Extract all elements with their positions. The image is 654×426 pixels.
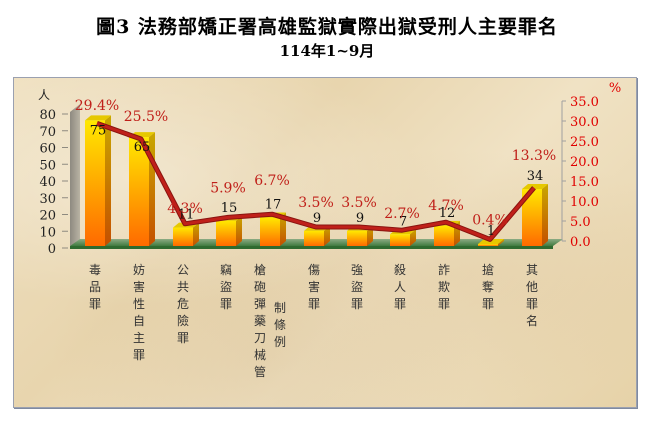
- x-category-label: 公共危險罪: [176, 263, 189, 345]
- percent-line-path: [96, 121, 536, 241]
- percent-label: 29.4%: [75, 98, 119, 114]
- x-category-label: 竊盜罪: [219, 263, 232, 311]
- y2-tick-label: 10.0: [570, 195, 599, 210]
- x-category-label: 其他罪名: [525, 263, 538, 328]
- y2-axis-unit: %: [609, 81, 621, 96]
- percent-label: 25.5%: [124, 109, 168, 125]
- percent-label: 6.7%: [254, 173, 290, 189]
- y-tick-label: 20: [39, 209, 56, 224]
- y-tick-label: 50: [39, 158, 56, 173]
- y2-tick-label: 20.0: [570, 155, 599, 170]
- y2-tick-label: 5.0: [570, 215, 591, 230]
- x-category-label: 詐欺罪: [437, 263, 450, 311]
- percent-label: 4.7%: [428, 198, 464, 214]
- x-category-label: 殺人罪: [393, 263, 406, 311]
- y-tick-label: 70: [39, 125, 56, 140]
- percent-label: 13.3%: [512, 148, 556, 164]
- chart-subtitle: 114年1~9月: [279, 42, 375, 60]
- chart-wall: [70, 104, 80, 246]
- x-category-label: 槍砲彈藥刀械管: [253, 263, 266, 379]
- percent-line: [96, 121, 536, 242]
- x-category-label: 毒品罪: [88, 263, 101, 311]
- bar-value-label: 15: [221, 201, 238, 216]
- x-category-label: 搶奪罪: [481, 263, 494, 311]
- y2-tick-label: 30.0: [570, 115, 599, 130]
- percent-label: 2.7%: [384, 206, 420, 222]
- chart-title: 圖3 法務部矯正署高雄監獄實際出獄受刑人主要罪名: [96, 16, 558, 38]
- x-category-label: 妨害性自主罪: [132, 263, 145, 362]
- bar-value-label: 9: [313, 211, 321, 226]
- data-labels: 75 65 11 15 17 9 9 7 12 1 34 29.4% 25.5% 4.3% 5.9% 6.7%…: [75, 98, 556, 239]
- bar-value-label: 65: [134, 140, 151, 155]
- bar-value-label: 12: [439, 206, 456, 221]
- bar-value-label: 7: [399, 214, 407, 229]
- y-tick-label: 80: [39, 108, 56, 123]
- percent-label: 4.3%: [167, 201, 203, 217]
- percent-label: 5.9%: [210, 180, 246, 196]
- y-tick-label: 10: [39, 225, 56, 240]
- bar-value-label: 34: [527, 169, 544, 184]
- y2-tick-label: 0.0: [570, 235, 591, 250]
- percent-label: 3.5%: [298, 195, 334, 211]
- bar: [522, 184, 548, 246]
- y-axis-unit: 人: [38, 88, 50, 102]
- y-tick-label: 0: [48, 242, 56, 257]
- chart-floor-edge: [70, 246, 553, 249]
- y2-tick-label: 25.0: [570, 135, 599, 150]
- y2-tick-label: 15.0: [570, 175, 599, 190]
- y-tick-label: 40: [39, 175, 56, 190]
- bar-value-label: 11: [178, 208, 195, 223]
- bar-value-label: 17: [265, 198, 282, 213]
- y-tick-label: 60: [39, 142, 56, 157]
- bar-value-label: 9: [356, 211, 364, 226]
- x-category-label: 強盜罪: [350, 263, 363, 311]
- percent-label: 0.4%: [472, 212, 508, 228]
- bars: [85, 115, 548, 246]
- percent-label: 3.5%: [341, 195, 377, 211]
- x-category-label: 制條例: [273, 301, 286, 349]
- y-tick-label: 30: [39, 192, 56, 207]
- bar-value-label: 75: [90, 123, 107, 138]
- bar: [85, 115, 111, 246]
- y2-tick-label: 35.0: [570, 95, 599, 110]
- x-category-label: 傷害罪: [307, 263, 320, 311]
- bar-value-label: 1: [487, 224, 495, 239]
